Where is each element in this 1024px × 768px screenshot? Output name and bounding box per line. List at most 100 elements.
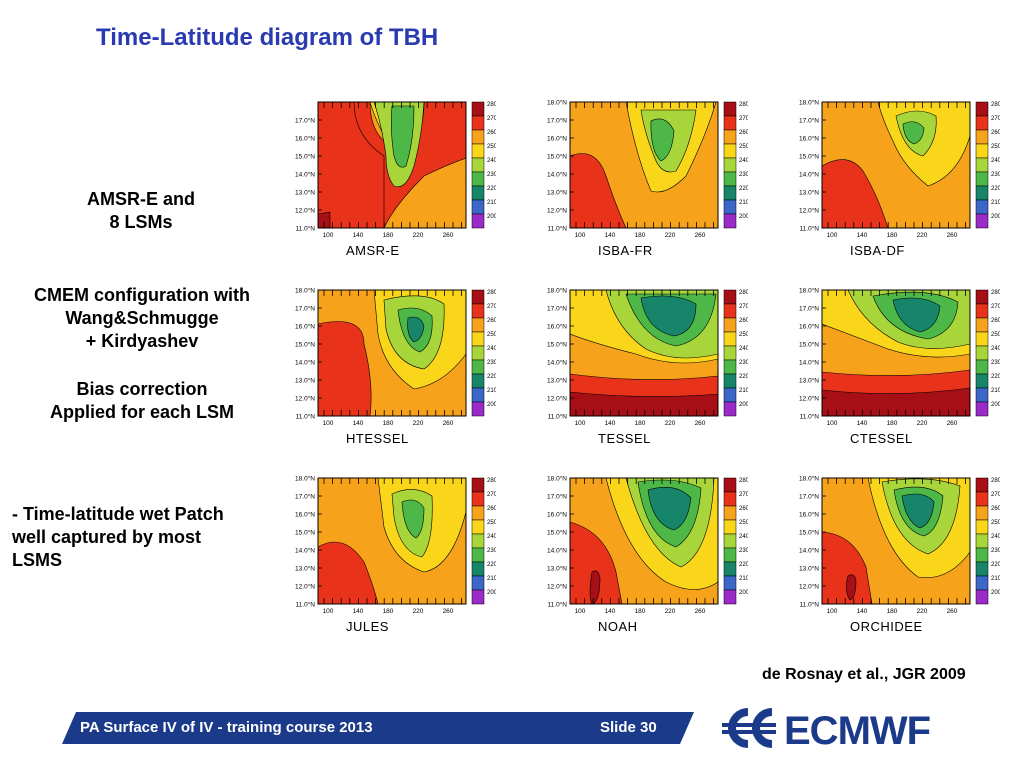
colorbar-swatch (471, 331, 485, 347)
colorbar-label: 230 (739, 172, 748, 178)
colorbar-swatch (975, 303, 989, 319)
y-tick-label: 11.0°N (548, 225, 568, 233)
colorbar-label: 250 (739, 144, 748, 150)
colorbar-label: 240 (739, 534, 748, 540)
contour-plot: 18.0°N 17.0°N 16.0°N 15.0°N 14.0°N 13.0°N 12.0… (295, 287, 496, 428)
colorbar-label: 260 (487, 130, 496, 136)
colorbar-swatch (975, 331, 989, 347)
contour-region (640, 295, 697, 337)
sidebar-line: well captured by most (12, 527, 202, 547)
colorbar-swatch (723, 171, 737, 187)
y-tick-label: 17.0°N (295, 493, 315, 501)
colorbar-swatch (975, 345, 989, 361)
colorbar-swatch (471, 547, 485, 563)
footer-slide-number: Slide 30 (600, 719, 657, 736)
colorbar-label: 250 (739, 332, 748, 338)
x-tick-label: 140 (605, 420, 616, 427)
colorbar-label: 250 (739, 520, 748, 526)
colorbar-swatch (723, 359, 737, 375)
contour-region (318, 321, 372, 416)
colorbar-label: 200 (487, 402, 496, 408)
colorbar-label: 220 (991, 374, 1000, 380)
y-tick-label: 11.0°N (548, 601, 568, 609)
y-tick-label: 12.0°N (295, 583, 315, 591)
colorbar-label: 260 (739, 506, 748, 512)
colorbar-swatch (975, 491, 989, 507)
colorbar-swatch (723, 547, 737, 563)
sidebar-line: Wang&Schmugge (65, 308, 219, 328)
contour-region (822, 159, 889, 228)
y-tick-label: 11.0°N (548, 413, 568, 421)
x-tick-label: 260 (947, 608, 958, 615)
y-tick-label: 17.0°N (799, 493, 819, 501)
y-tick-label: 13.0°N (547, 189, 567, 197)
colorbar-swatch (723, 289, 737, 305)
y-tick-label: 14.0°N (547, 547, 567, 555)
y-tick-label: 15.0°N (547, 529, 567, 537)
x-tick-label: 260 (947, 232, 958, 239)
y-tick-label: 14.0°N (799, 547, 819, 555)
colorbar-swatch (723, 157, 737, 173)
colorbar-swatch (471, 477, 485, 493)
colorbar-swatch (471, 491, 485, 507)
contour-region (570, 521, 623, 604)
colorbar-label: 220 (739, 562, 748, 568)
colorbar-label: 280 (739, 478, 748, 484)
colorbar-swatch (975, 101, 989, 117)
colorbar-label: 280 (487, 102, 496, 108)
x-tick-label: 220 (917, 608, 928, 615)
colorbar-label: 200 (991, 590, 1000, 596)
colorbar-swatch (975, 533, 989, 549)
colorbar-swatch (471, 115, 485, 131)
x-tick-label: 220 (665, 608, 676, 615)
contour-region (589, 570, 601, 604)
y-tick-label: 13.0°N (295, 189, 315, 197)
colorbar-swatch (723, 331, 737, 347)
contour-region (318, 541, 379, 604)
y-tick-label: 15.0°N (295, 529, 315, 537)
colorbar-swatch (723, 401, 737, 417)
y-tick-label: 18.0°N (547, 287, 567, 295)
colorbar-label: 230 (487, 172, 496, 178)
contour-region (401, 499, 425, 539)
y-tick-label: 11.0°N (296, 601, 316, 609)
x-tick-label: 100 (827, 608, 838, 615)
x-tick-label: 100 (575, 232, 586, 239)
time-latitude-panel: 18.0°N 17.0°N 16.0°N 15.0°N 14.0°N 13.0°N 12.0… (526, 96, 748, 266)
colorbar-label: 240 (991, 158, 1000, 164)
colorbar-label: 270 (991, 304, 1000, 310)
contour-region (846, 574, 857, 601)
x-tick-label: 220 (413, 232, 424, 239)
colorbar-swatch (471, 533, 485, 549)
colorbar-swatch (723, 387, 737, 403)
colorbar-swatch (723, 303, 737, 319)
colorbar-label: 220 (487, 374, 496, 380)
colorbar-label: 210 (739, 200, 748, 206)
panel-label: NOAH (598, 619, 638, 634)
colorbar-swatch (471, 345, 485, 361)
x-tick-label: 140 (353, 420, 364, 427)
x-tick-label: 140 (857, 232, 868, 239)
y-tick-label: 15.0°N (547, 341, 567, 349)
sidebar-block-bias: Bias correction Applied for each LSM (12, 378, 272, 424)
colorbar-swatch (975, 199, 989, 215)
x-tick-label: 180 (887, 232, 898, 239)
sidebar-line: CMEM configuration with (34, 285, 250, 305)
y-tick-label: 13.0°N (295, 565, 315, 573)
y-tick-label: 17.0°N (547, 493, 567, 501)
contour-plot: 18.0°N 17.0°N 16.0°N 15.0°N 14.0°N 13.0°N 12.0… (799, 287, 1000, 428)
y-tick-label: 14.0°N (799, 171, 819, 179)
panel-label: JULES (346, 619, 389, 634)
slide-title: Time-Latitude diagram of TBH (96, 24, 439, 51)
colorbar-label: 220 (487, 186, 496, 192)
y-tick-label: 13.0°N (295, 377, 315, 385)
colorbar-label: 260 (487, 506, 496, 512)
sidebar-line: - Time-latitude wet Patch (12, 504, 224, 524)
plot-frame (569, 477, 719, 605)
sidebar-line: LSMS (12, 550, 63, 570)
colorbar-label: 270 (487, 304, 496, 310)
x-tick-label: 100 (323, 232, 334, 239)
colorbar-label: 250 (991, 332, 1000, 338)
colorbar-label: 210 (991, 388, 1000, 394)
y-tick-label: 12.0°N (799, 395, 819, 403)
